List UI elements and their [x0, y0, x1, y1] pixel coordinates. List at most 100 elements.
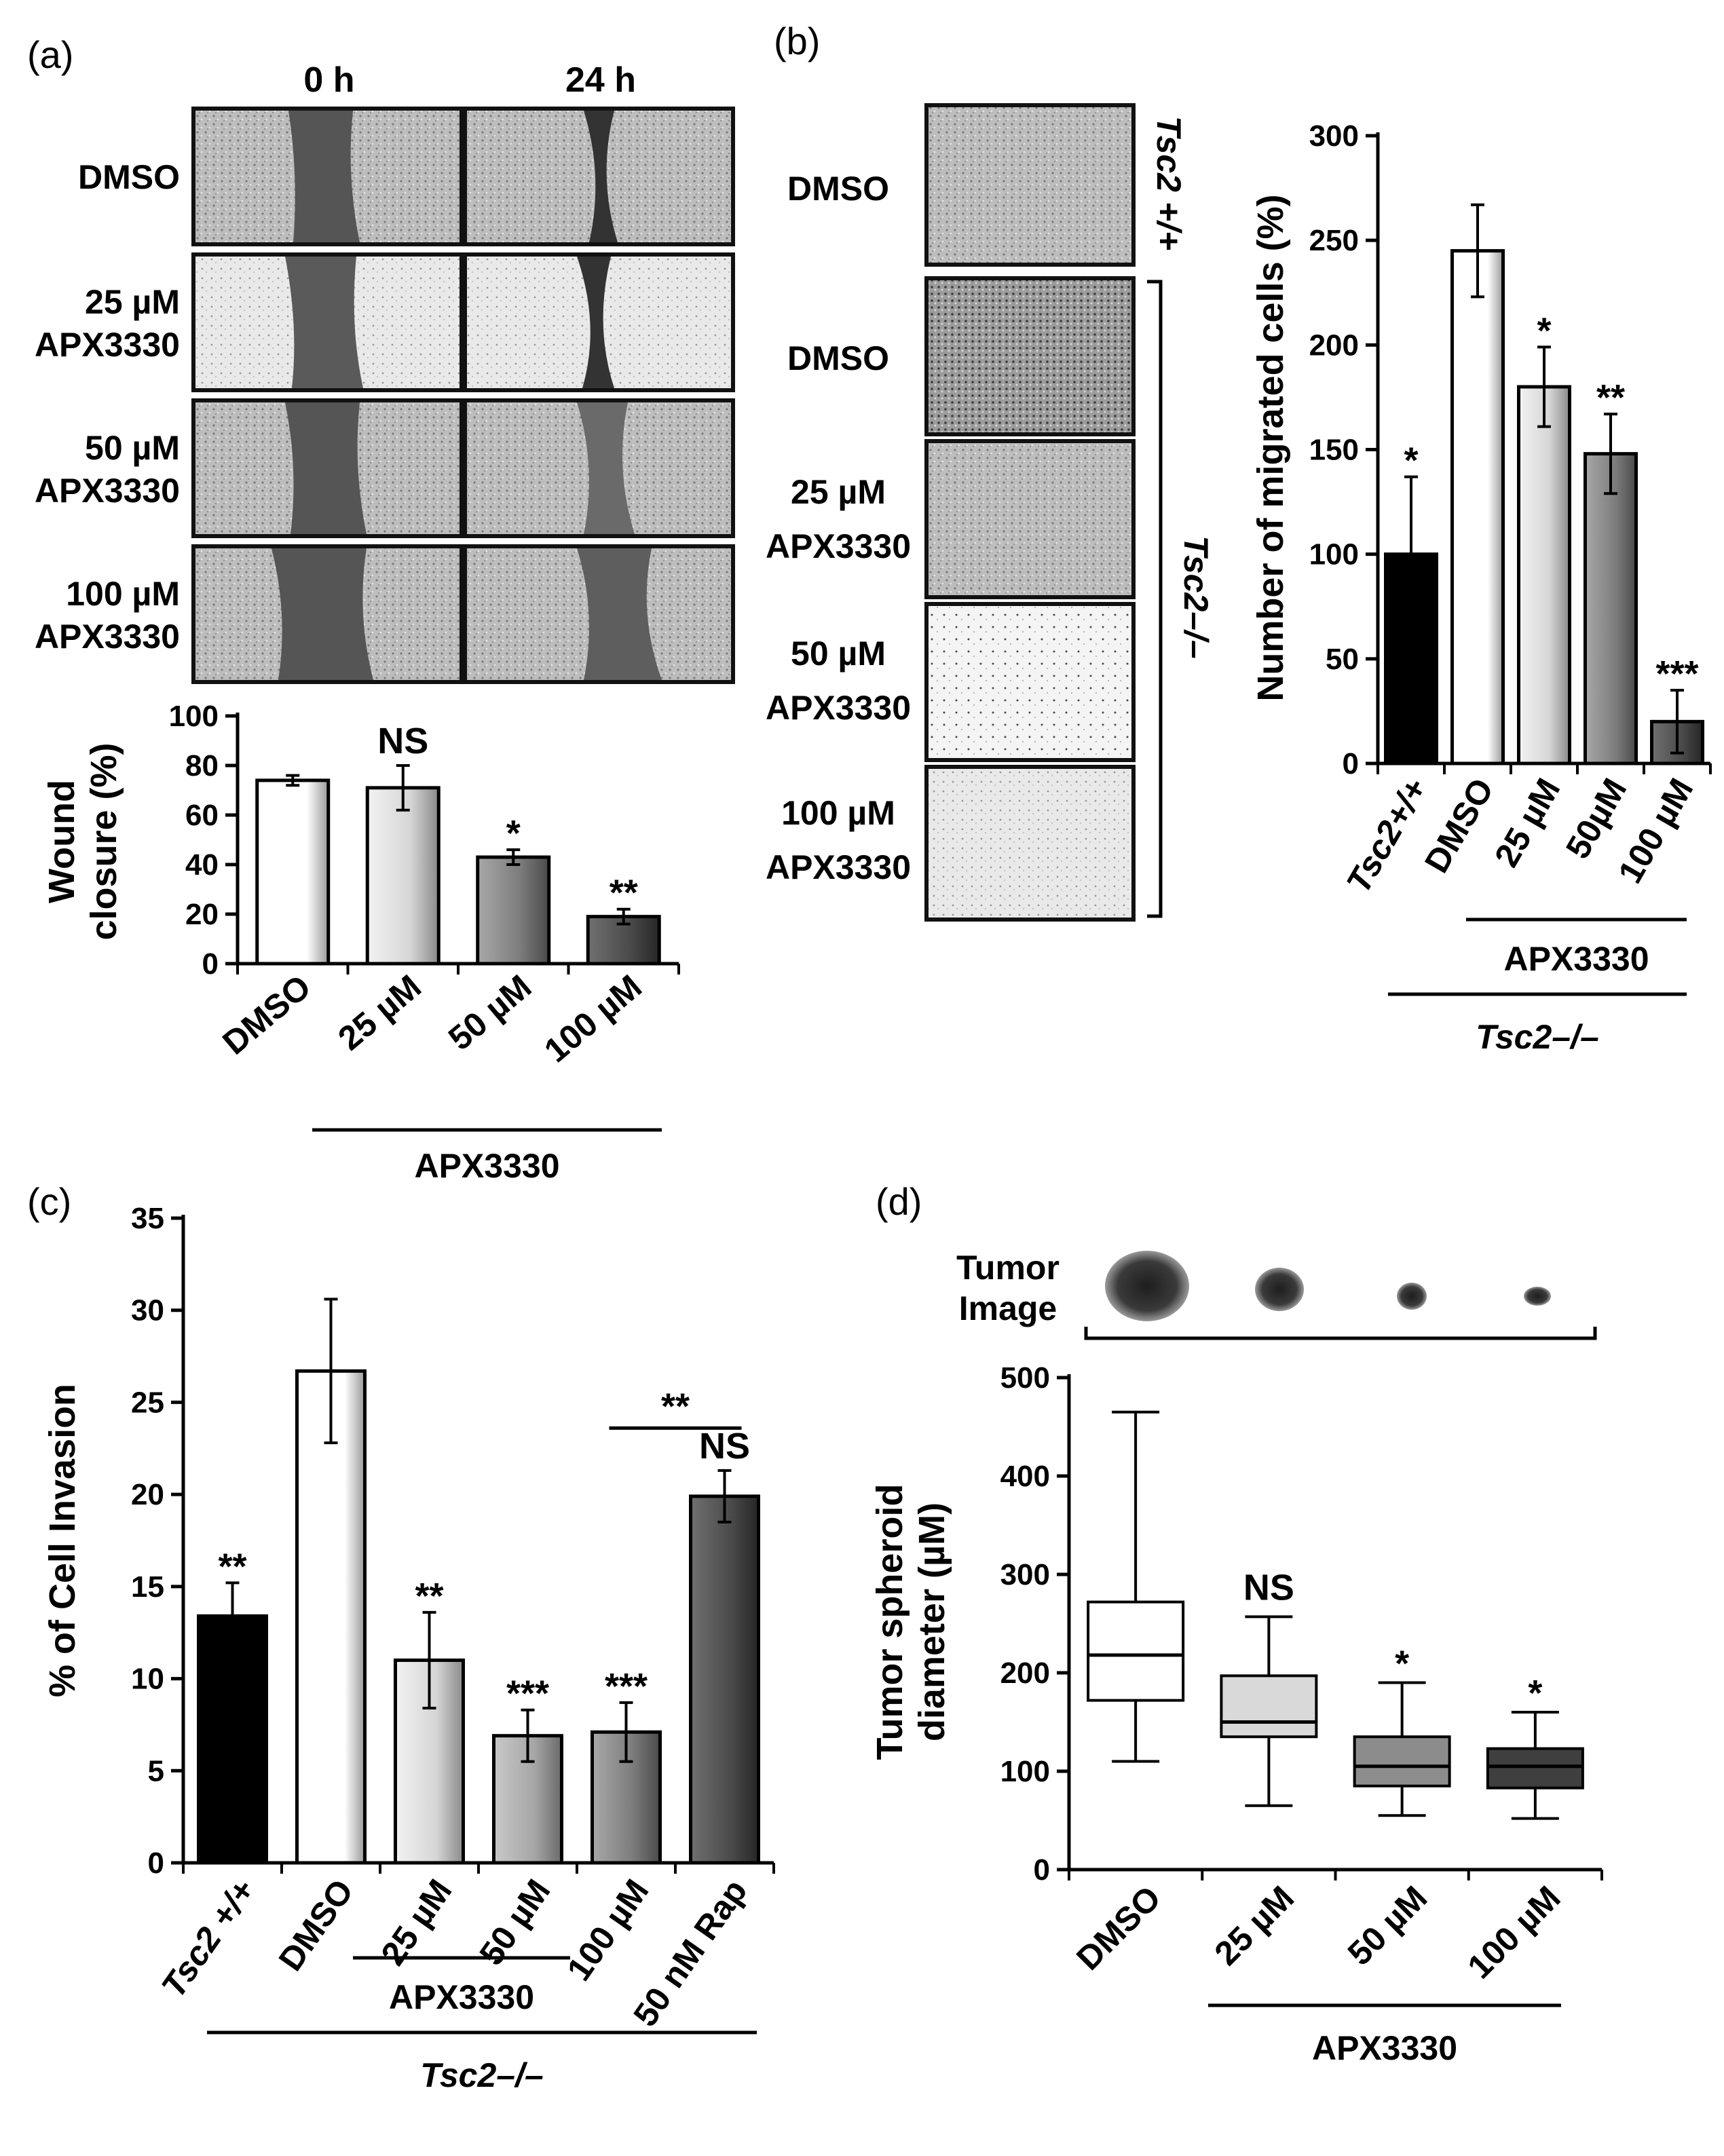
y-tick-label-c-15: 15 [131, 1570, 164, 1604]
significance-c-3: *** [506, 1673, 549, 1714]
y-tick-label-b-300: 300 [1309, 119, 1359, 153]
bar-b-2 [1517, 385, 1571, 765]
y-axis-label-c: % of Cell Invasion [42, 1384, 83, 1697]
bar-b-1 [1450, 249, 1505, 765]
panel-a-row3-line2: APX3330 [35, 472, 180, 510]
category-label-a-0: DMSO [215, 968, 318, 1062]
y-tick-label-c-30: 30 [131, 1294, 164, 1327]
category-label-c-4: 100 µM [559, 1872, 656, 1988]
panel-b-bracket [1147, 280, 1163, 918]
y-tick-label-a-0: 0 [202, 947, 219, 981]
category-label-a-2: 50 µM [441, 968, 538, 1058]
panel-b-side-label-ko: Tsc2–/– [1177, 535, 1215, 659]
panel-b-row2: DMSO [787, 339, 889, 377]
significance-b-4: *** [1655, 654, 1698, 694]
bar-b-3 [1584, 452, 1638, 765]
category-label-c-1: DMSO [271, 1872, 361, 1978]
bar-a-1 [365, 786, 441, 966]
panel-b-side-label-wt: Tsc2 +/+ [1150, 116, 1188, 250]
box-d-2 [1353, 1735, 1451, 1788]
significance-d-3: * [1528, 1673, 1542, 1714]
category-label-b-0: Tsc2+/+ [1339, 772, 1435, 900]
panel-b-row4-line2: APX3330 [766, 689, 911, 727]
spheroid-25um [1255, 1268, 1304, 1311]
panel-b-row5-line1: 100 µM [781, 794, 895, 832]
panel-b-row3-line2: APX3330 [766, 527, 911, 565]
panel-b-row-labels: DMSO DMSO 25 µM APX3330 50 µM APX3330 10… [766, 170, 911, 886]
y-tick-label-b-150: 150 [1309, 434, 1359, 467]
significance-c-0: ** [218, 1546, 246, 1587]
panel-a-row2-line1: 25 µM [85, 283, 180, 321]
category-label-d-1: 25 µM [1207, 1878, 1302, 1973]
y-tick-label-a-80: 80 [185, 749, 219, 782]
panel-a-row1-line1: DMSO [78, 158, 180, 196]
significance-b-3: ** [1596, 377, 1625, 418]
bar-c-5 [689, 1494, 760, 1865]
panel-a-row4-line1: 100 µM [66, 575, 180, 613]
group-label-a: APX3330 [414, 1147, 559, 1185]
y-tick-label-c-20: 20 [131, 1478, 164, 1511]
y-tick-label-d-400: 400 [1000, 1460, 1050, 1493]
panel-b-label: (b) [774, 20, 820, 62]
y-tick-label-b-100: 100 [1309, 538, 1359, 571]
significance-c-5: NS [699, 1426, 750, 1467]
significance-c-4: *** [605, 1666, 648, 1707]
significance-b-0: * [1404, 440, 1418, 481]
comparison-significance-c: ** [661, 1386, 690, 1426]
chart-d-spheroid-diameter: 0 100 200 300 400 500 Tumor spheroid diameter (… [869, 1361, 1603, 2067]
y-tick-label-b-250: 250 [1309, 224, 1359, 257]
spheroid-dmso [1105, 1251, 1189, 1321]
group-label-d: APX3330 [1312, 2029, 1457, 2067]
category-label-a-1: 25 µM [331, 968, 428, 1058]
y-tick-label-b-200: 200 [1309, 328, 1359, 362]
y-tick-label-b-50: 50 [1326, 643, 1359, 676]
significance-a-1: NS [377, 721, 428, 761]
significance-b-2: * [1537, 310, 1551, 351]
bar-a-2 [476, 855, 551, 966]
y-tick-label-a-60: 60 [185, 799, 219, 832]
category-label-b-1: DMSO [1417, 772, 1501, 880]
y-tick-label-c-5: 5 [148, 1754, 164, 1788]
significance-d-1: NS [1243, 1567, 1294, 1608]
box-d-1 [1220, 1674, 1318, 1739]
y-axis-label-d-0: Tumor spheroid [869, 1483, 910, 1760]
category-label-c-0: Tsc2 +/+ [154, 1872, 263, 2005]
significance-d-2: * [1395, 1644, 1409, 1684]
spheroid-50um [1397, 1283, 1427, 1310]
panel-d-label: (d) [876, 1180, 922, 1223]
y-axis-label-d-1: diameter (µM) [912, 1502, 952, 1741]
bar-a-0 [255, 778, 331, 966]
category-label-d-2: 50 µM [1341, 1878, 1435, 1973]
y-tick-label-d-200: 200 [1000, 1657, 1050, 1690]
y-tick-label-d-300: 300 [1000, 1558, 1050, 1591]
y-tick-label-a-40: 40 [185, 848, 219, 882]
panel-b-micrographs [924, 103, 1136, 922]
panel-d-tumor-images [1105, 1251, 1551, 1321]
spheroid-100um [1524, 1287, 1551, 1306]
category-label-a-3: 100 µM [537, 968, 649, 1070]
y-tick-label-c-35: 35 [131, 1202, 164, 1235]
significance-c-2: ** [415, 1576, 443, 1616]
micrograph-b-1 [924, 103, 1136, 267]
significance-a-3: ** [610, 873, 638, 913]
y-tick-label-c-10: 10 [131, 1663, 164, 1696]
bar-c-1 [295, 1369, 367, 1865]
panel-a-header-0h: 0 h [303, 60, 354, 100]
y-tick-label-d-100: 100 [1000, 1755, 1050, 1788]
chart-b-migrated-cells: 0 50 100 150 200 250 300 Number of migrated cel… [1250, 119, 1712, 1056]
group-label-b: APX3330 [1503, 940, 1649, 978]
y-axis-label-a-0: Wound [41, 780, 82, 903]
box-d-3 [1486, 1747, 1584, 1790]
micrograph-b-4 [924, 602, 1136, 762]
panel-a-row3-line1: 50 µM [85, 429, 180, 467]
panel-b-row5-line2: APX3330 [766, 848, 911, 886]
panel-d-tumor-bracket [1084, 1327, 1597, 1340]
panel-b-row3-line1: 25 µM [791, 473, 886, 511]
y-tick-label-c-25: 25 [131, 1386, 164, 1419]
category-label-b-2: 25 µM [1487, 772, 1567, 873]
y-tick-label-a-20: 20 [185, 898, 219, 931]
bar-c-0 [197, 1614, 268, 1865]
